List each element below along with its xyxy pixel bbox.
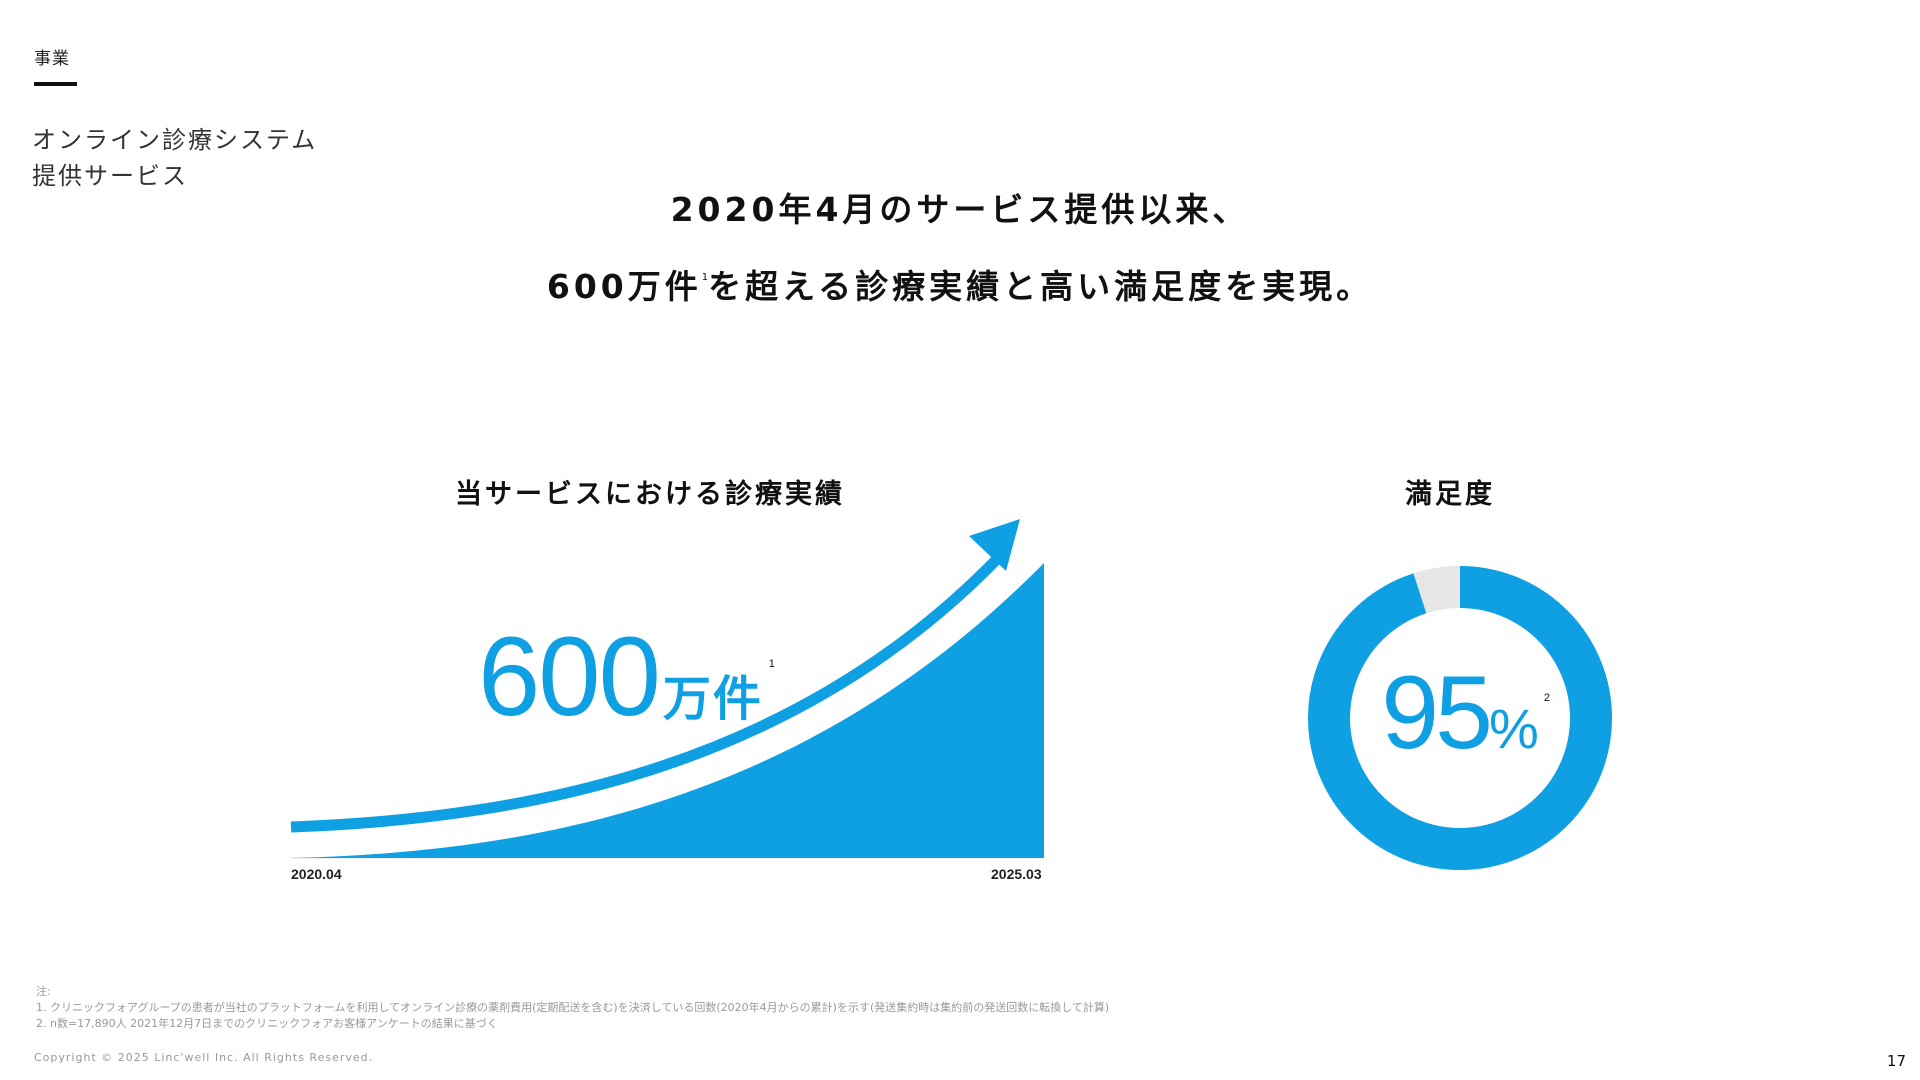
subtitle-line-2: 提供サービス xyxy=(32,162,188,190)
growth-chart-title: 当サービスにおける診療実績 xyxy=(455,479,845,510)
slide-subtitle: オンライン診療システム 提供サービス xyxy=(32,122,317,194)
growth-figure: 600万件 1 xyxy=(478,612,775,741)
growth-area xyxy=(291,563,1044,858)
satisfaction-figure-unit: % xyxy=(1488,697,1539,760)
satisfaction-figure-number: 95 xyxy=(1381,655,1493,771)
subtitle-line-1: オンライン診療システム xyxy=(32,126,318,154)
growth-arrow-head xyxy=(969,519,1020,571)
growth-figure-unit: 万件 xyxy=(662,673,763,726)
footnote-1: 1. クリニックフォアグループの患者が当社のプラットフォームを利用してオンライン… xyxy=(36,1001,1110,1014)
x-axis-end-label: 2025.03 xyxy=(991,866,1042,882)
headline-line-1: 2020年4月のサービス提供以来、 xyxy=(670,190,1250,229)
section-rule xyxy=(34,82,77,86)
page-number: 17 xyxy=(1886,1052,1906,1070)
headline-footnote-mark: 1 xyxy=(701,272,709,283)
growth-arrow-line xyxy=(290,554,1002,833)
headline-rest: を超える診療実績と高い満足度を実現。 xyxy=(708,267,1374,306)
satisfaction-footnote-mark: 2 xyxy=(1543,692,1550,704)
donut-value-arc xyxy=(1308,566,1612,870)
footnotes: 注: 1. クリニックフォアグループの患者が当社のプラットフォームを利用してオン… xyxy=(36,984,1109,1032)
headline-line-2: 600万件1を超える診療実績と高い満足度を実現。 xyxy=(0,244,1920,321)
satisfaction-donut xyxy=(1308,566,1612,870)
footnote-2: 2. n数=17,890人 2021年12月7日までのクリニックフォアお客様アン… xyxy=(36,1017,498,1030)
growth-figure-number: 600 xyxy=(478,614,661,739)
copyright: Copyright © 2025 Linc'well Inc. All Righ… xyxy=(34,1051,374,1064)
x-axis-start-label: 2020.04 xyxy=(291,866,342,882)
satisfaction-chart-title: 満足度 xyxy=(1405,479,1495,510)
headline: 2020年4月のサービス提供以来、 600万件1を超える診療実績と高い満足度を実… xyxy=(0,176,1920,321)
growth-footnote-mark: 1 xyxy=(768,658,775,670)
section-label: 事業 xyxy=(34,49,70,69)
satisfaction-figure: 95% 2 xyxy=(1370,654,1550,773)
footnotes-label: 注: xyxy=(36,985,51,998)
headline-figure: 600万件 xyxy=(546,267,702,306)
